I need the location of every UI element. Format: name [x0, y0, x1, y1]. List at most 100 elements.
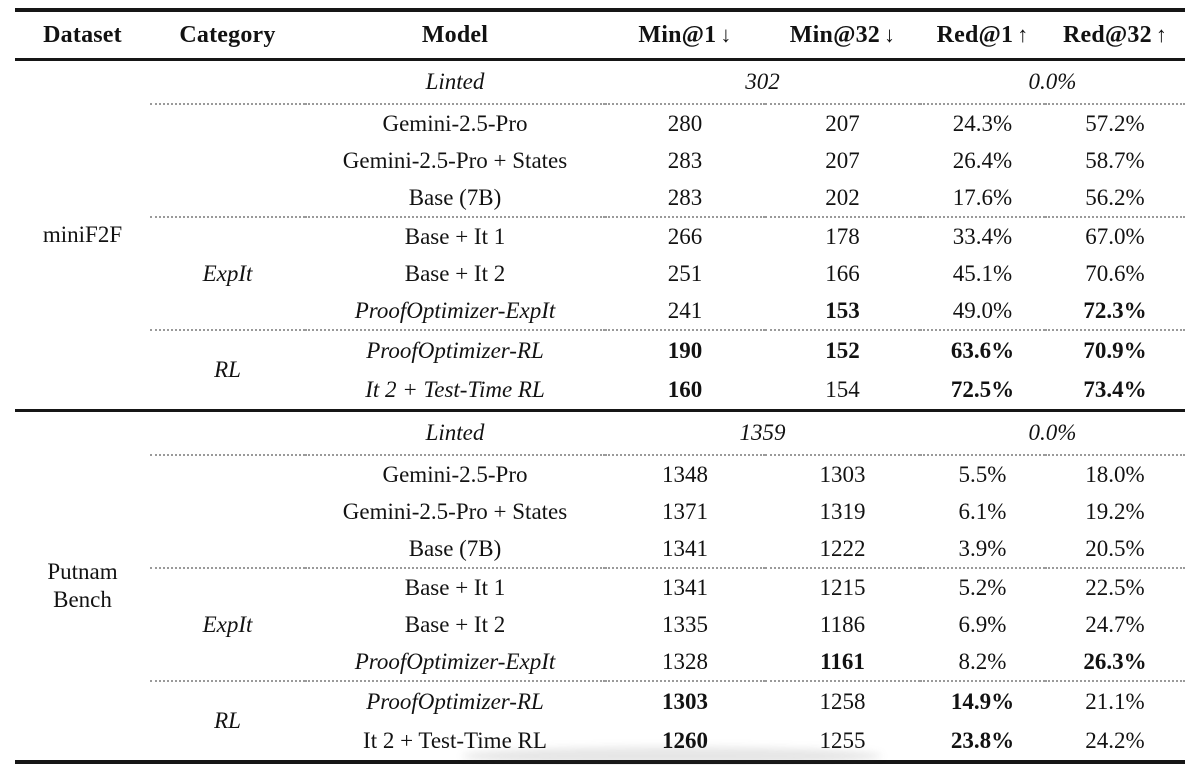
min32-cell: 153: [825, 297, 860, 323]
min1-cell: 190: [605, 329, 765, 370]
red32-cell: 18.0%: [1045, 454, 1185, 493]
red1-cell: 24.3%: [920, 103, 1045, 142]
model-cell: Gemini-2.5-Pro + States: [342, 498, 568, 524]
red32-cell: 70.6%: [1085, 260, 1145, 286]
model-cell: Gemini-2.5-Pro: [305, 103, 605, 142]
red1-cell: 33.4%: [920, 216, 1045, 255]
min32-cell: 1303: [765, 454, 920, 493]
dataset-label: Putnam Bench: [15, 409, 150, 762]
up-arrow-icon: ↑: [1155, 21, 1168, 47]
model-cell: Base (7B): [408, 535, 502, 561]
table-row: Gemini-2.5-Pro 1348 1303 5.5% 18.0%: [15, 454, 1185, 568]
model-cell: It 2 + Test-Time RL: [365, 376, 545, 402]
min1-cell: 280: [605, 103, 765, 142]
min32-cell: 207: [825, 147, 860, 173]
col-header-label: Min@32: [789, 21, 880, 48]
red1-cell: 26.4%: [952, 147, 1013, 173]
table-row: Gemini-2.5-Pro + States 1371 1319 6.1% 1…: [15, 493, 1185, 530]
category-cell: [150, 409, 305, 455]
red1-cell: 3.9%: [958, 535, 1007, 561]
table-row: Gemini-2.5-Pro 280 207 24.3% 57.2%: [15, 103, 1185, 217]
category-cell: [150, 60, 305, 105]
col-header-min1: Min@1 ↓: [605, 10, 765, 61]
red1-cell: 6.1%: [958, 498, 1007, 524]
min1-cell: 1341: [662, 535, 708, 561]
linted-row: miniF2F Linted 302 0.0%: [15, 60, 1185, 247]
col-header-label: Red@1: [936, 21, 1014, 48]
red1-cell: 17.6%: [952, 184, 1013, 210]
table-row: It 2 + Test-Time RL 1260 1255 23.8% 24.2…: [15, 721, 1185, 762]
min1-cell: 1341: [605, 567, 765, 606]
red1-cell: 23.8%: [950, 727, 1015, 753]
red32-cell: 58.7%: [1085, 147, 1145, 173]
col-header-model: Model: [305, 10, 605, 61]
red1-cell: 45.1%: [952, 260, 1013, 286]
category-cell: ExpIt: [150, 567, 305, 681]
min32-cell: 207: [765, 103, 920, 142]
model-cell: Linted: [425, 69, 485, 94]
header-row: Dataset Category Model Min@1 ↓ Min@32 ↓ Re…: [15, 10, 1185, 61]
category-cell: [150, 454, 305, 568]
min32-cell: 178: [765, 216, 920, 255]
red32-cell: 20.5%: [1085, 535, 1145, 561]
min32-cell: 1258: [765, 680, 920, 721]
model-cell: Linted: [305, 409, 605, 455]
col-header-label: Red@32: [1062, 21, 1152, 48]
red32-cell: 22.5%: [1045, 567, 1185, 606]
model-cell: Base + It 1: [305, 216, 605, 255]
min32-cell: 154: [825, 376, 860, 402]
min1-cell: 160: [667, 376, 703, 402]
min32-cell: 1319: [819, 498, 866, 524]
min1-cell: 1348: [605, 454, 765, 493]
model-cell: Base (7B): [408, 184, 502, 210]
model-cell: Gemini-2.5-Pro + States: [342, 147, 568, 173]
col-header-red1: Red@1 ↑: [920, 10, 1045, 61]
table-row: Base (7B) 283 202 17.6% 56.2%: [15, 179, 1185, 217]
model-cell: Base + It 1: [305, 567, 605, 606]
model-cell: Base + It 2: [404, 260, 506, 286]
min32-cell: 152: [765, 329, 920, 370]
linted-red-value: 0.0%: [920, 409, 1185, 455]
min1-cell: 1328: [662, 648, 708, 674]
linted-row: Putnam Bench Linted 1359 0.0%: [15, 409, 1185, 762]
red32-cell: 21.1%: [1045, 680, 1185, 721]
model-cell: ProofOptimizer-RL: [305, 680, 605, 721]
min1-cell: 283: [667, 147, 703, 173]
linted-min-value: 1359: [605, 409, 920, 455]
min1-cell: 251: [667, 260, 703, 286]
red1-cell: 5.2%: [920, 567, 1045, 606]
red32-cell: 56.2%: [1085, 184, 1145, 210]
min32-cell: 1215: [765, 567, 920, 606]
model-cell: ProofOptimizer-RL: [305, 329, 605, 370]
min1-cell: 266: [605, 216, 765, 255]
col-header-min32: Min@32 ↓: [765, 10, 920, 61]
col-header-label: Model: [421, 21, 489, 48]
min1-cell: 1303: [605, 680, 765, 721]
red1-cell: 72.5%: [950, 376, 1015, 402]
red32-cell: 24.7%: [1085, 611, 1145, 637]
red32-cell: 24.2%: [1085, 727, 1145, 753]
table-row: It 2 + Test-Time RL 160 154 72.5% 73.4%: [15, 370, 1185, 411]
red32-cell: 73.4%: [1083, 376, 1147, 402]
min32-cell: 1255: [819, 727, 866, 753]
page-edge-shadow: [462, 747, 882, 765]
table-row: ProofOptimizer-ExpIt 241 153 49.0% 72.3%: [15, 292, 1185, 330]
category-cell: RL: [150, 680, 305, 762]
min1-cell: 1371: [662, 498, 708, 524]
up-arrow-icon: ↑: [1017, 21, 1029, 47]
red32-cell: 67.0%: [1045, 216, 1185, 255]
red32-cell: 19.2%: [1085, 498, 1145, 524]
min32-cell: 1186: [819, 611, 866, 637]
red1-cell: 8.2%: [958, 648, 1007, 674]
category-cell: RL: [150, 329, 305, 411]
results-table: Dataset Category Model Min@1 ↓ Min@32 ↓ Re…: [15, 8, 1185, 764]
table-row: ExpIt Base + It 1 1341 1215 5.2% 22.5%: [15, 567, 1185, 681]
min1-cell: 1335: [662, 611, 708, 637]
model-cell: It 2 + Test-Time RL: [363, 727, 547, 753]
table-row: Base (7B) 1341 1222 3.9% 20.5%: [15, 530, 1185, 568]
table-row: Base + It 2 1335 1186 6.9% 24.7%: [15, 606, 1185, 643]
table-row: Gemini-2.5-Pro + States 283 207 26.4% 58…: [15, 142, 1185, 179]
red1-cell: 49.0%: [952, 297, 1013, 323]
red32-cell: 57.2%: [1045, 103, 1185, 142]
red32-cell: 26.3%: [1083, 648, 1147, 674]
